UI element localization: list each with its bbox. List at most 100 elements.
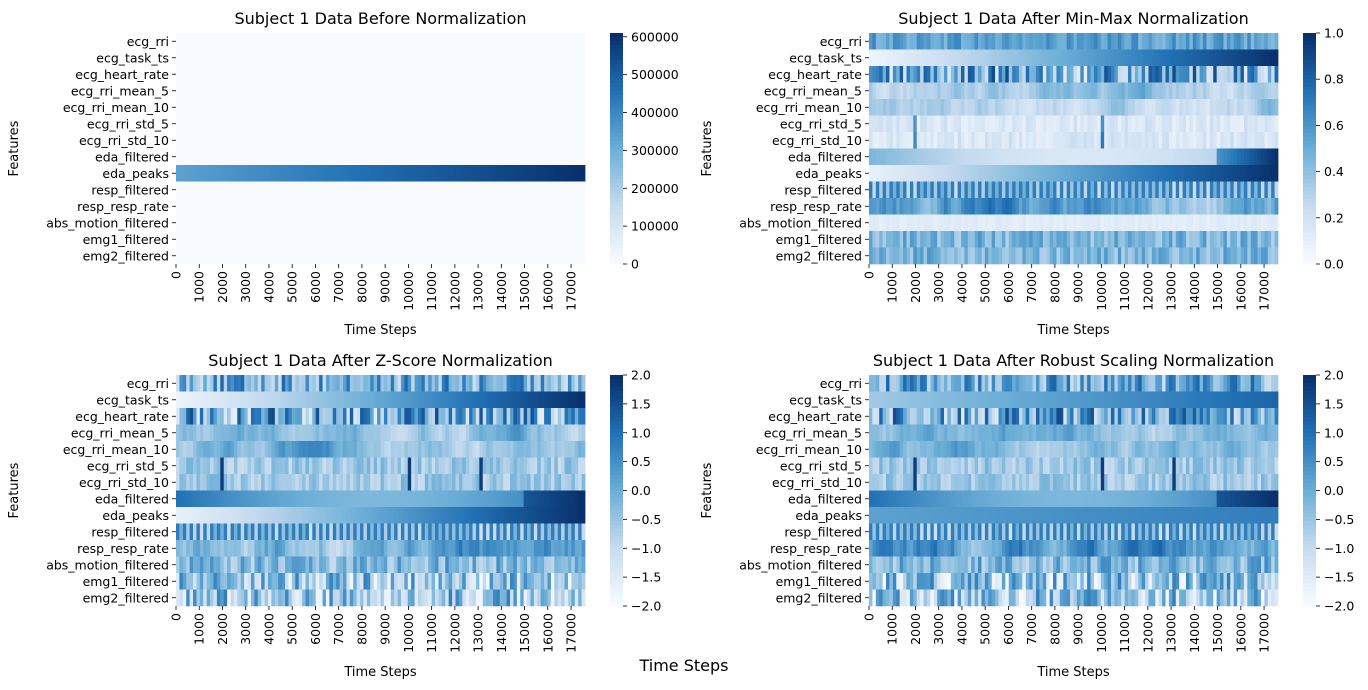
heatmap-cell xyxy=(343,214,347,232)
heatmap-cell xyxy=(1070,115,1074,133)
heatmap-cell xyxy=(438,165,443,182)
heatmap-cell xyxy=(370,523,375,541)
heatmap-cell xyxy=(1036,66,1040,83)
heatmap-cell xyxy=(1155,66,1160,83)
heatmap-cell xyxy=(1022,33,1027,50)
heatmap-cell xyxy=(933,99,938,116)
heatmap-cell xyxy=(1080,247,1085,265)
heatmap-cell xyxy=(540,49,545,67)
heatmap-cell xyxy=(329,198,334,215)
heatmap-cell xyxy=(523,82,528,100)
heatmap-cell xyxy=(1131,231,1136,248)
heatmap-cell xyxy=(479,66,484,83)
heatmap-cell xyxy=(1192,66,1197,83)
heatmap-cell xyxy=(424,132,429,149)
heatmap-cell xyxy=(189,490,194,508)
heatmap-cell xyxy=(281,457,286,475)
heatmap-cell xyxy=(1226,198,1231,215)
heatmap-cell xyxy=(414,99,419,116)
heatmap-cell xyxy=(421,99,426,116)
heatmap-cell xyxy=(1206,181,1211,199)
heatmap-cell xyxy=(984,165,989,182)
heatmap-cell xyxy=(879,181,884,199)
heatmap-cell xyxy=(448,148,453,166)
heatmap-cell xyxy=(428,540,433,557)
heatmap-cell xyxy=(540,247,545,265)
heatmap-cell xyxy=(520,99,525,116)
heatmap-cell xyxy=(1230,99,1235,116)
heatmap-cell xyxy=(998,247,1003,265)
heatmap-cell xyxy=(278,247,283,265)
heatmap-cell xyxy=(400,214,405,232)
heatmap-cell xyxy=(1025,181,1030,199)
heatmap-cell xyxy=(373,33,378,50)
heatmap-cell xyxy=(264,115,269,133)
heatmap-cell xyxy=(978,181,982,199)
heatmap-cell xyxy=(363,540,368,557)
heatmap-cell xyxy=(387,474,392,491)
heatmap-cell xyxy=(1046,198,1051,215)
heatmap-cell xyxy=(1250,82,1255,100)
heatmap-cell xyxy=(397,540,402,557)
heatmap-cell xyxy=(445,247,450,265)
heatmap-cell xyxy=(1097,49,1102,67)
heatmap-cell xyxy=(547,441,552,458)
heatmap-cell xyxy=(387,181,392,199)
heatmap-cell xyxy=(547,408,552,425)
heatmap-cell xyxy=(933,231,938,248)
heatmap-cell xyxy=(1271,247,1275,265)
heatmap-cell xyxy=(428,132,433,149)
heatmap-cell xyxy=(1128,132,1132,149)
heatmap-cell xyxy=(540,181,545,199)
heatmap-cell xyxy=(1008,33,1013,50)
heatmap-cell xyxy=(469,474,473,491)
heatmap-cell xyxy=(561,132,565,149)
heatmap-cell xyxy=(940,66,945,83)
heatmap-cell xyxy=(957,66,962,83)
heatmap-cell xyxy=(223,99,228,116)
heatmap-cell xyxy=(445,132,450,149)
heatmap-cell xyxy=(930,247,935,265)
heatmap-cell xyxy=(567,523,572,541)
heatmap-cell xyxy=(458,490,463,508)
heatmap-cell xyxy=(390,181,395,199)
heatmap-cell xyxy=(329,99,334,116)
heatmap-cell xyxy=(879,198,884,215)
heatmap-cell xyxy=(227,82,231,100)
heatmap-cell xyxy=(305,441,310,458)
heatmap-cell xyxy=(281,148,286,166)
heatmap-cell xyxy=(1070,247,1074,265)
heatmap-cell xyxy=(414,231,419,248)
heatmap-cell xyxy=(1233,82,1238,100)
heatmap-cell xyxy=(176,441,180,458)
heatmap-cell xyxy=(1076,198,1081,215)
heatmap-cell xyxy=(285,181,289,199)
heatmap-cell xyxy=(1107,231,1112,248)
heatmap-cell xyxy=(1015,99,1020,116)
heatmap-cell xyxy=(363,33,368,50)
heatmap-cell xyxy=(233,523,238,541)
heatmap-cell xyxy=(926,99,931,116)
heatmap-cell xyxy=(438,474,443,491)
heatmap-cell xyxy=(281,82,286,100)
heatmap-cell xyxy=(1233,49,1238,67)
heatmap-cell xyxy=(1223,66,1228,83)
heatmap-cell xyxy=(247,66,252,83)
heatmap-cell xyxy=(189,181,194,199)
heatmap-cell xyxy=(380,132,385,149)
heatmap-cell xyxy=(435,474,439,491)
heatmap-cell xyxy=(995,99,999,116)
heatmap-cell xyxy=(544,82,548,100)
heatmap-cell xyxy=(343,408,347,425)
heatmap-cell xyxy=(417,540,422,557)
heatmap-cell xyxy=(220,181,225,199)
heatmap-cell xyxy=(445,115,450,133)
heatmap-cell xyxy=(220,408,225,425)
heatmap-cell xyxy=(325,441,330,458)
heatmap-cell xyxy=(203,391,208,409)
heatmap-cell xyxy=(1073,231,1078,248)
heatmap-cell xyxy=(182,507,187,524)
heatmap-cell xyxy=(1117,99,1122,116)
heatmap-cell xyxy=(1100,231,1105,248)
heatmap-cell xyxy=(448,33,453,50)
